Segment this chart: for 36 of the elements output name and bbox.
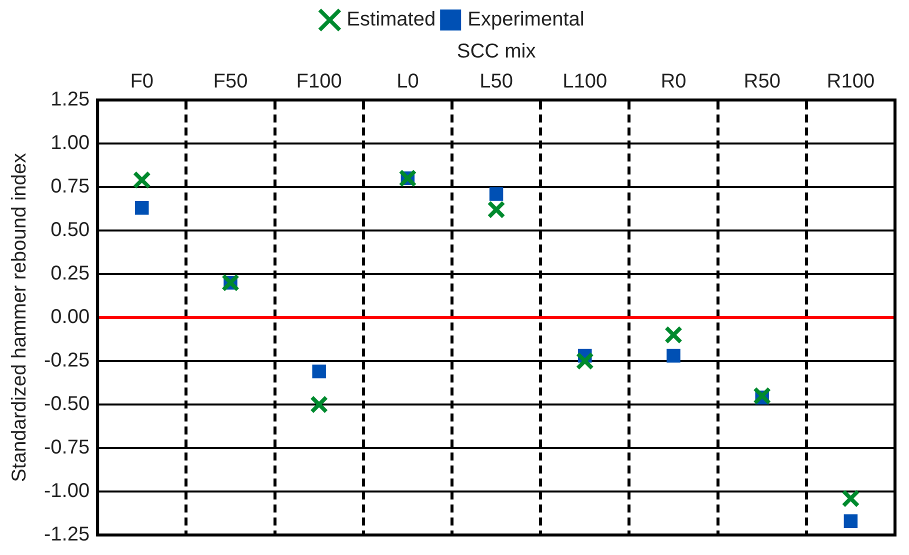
point: [844, 514, 858, 528]
y-tick-label: 0.75: [50, 176, 90, 198]
point: [489, 187, 504, 201]
point: [842, 489, 860, 508]
point: [753, 386, 772, 405]
y-tick-label: 0.00: [50, 306, 90, 328]
y-tick-label: -0.50: [44, 393, 90, 416]
x-tick-label: F100: [296, 70, 342, 93]
y-tick-label: -0.25: [44, 350, 90, 372]
y-tick-label: -1.25: [44, 524, 90, 546]
y-tick-label: 1.25: [50, 88, 90, 111]
y-tick-label: -0.75: [44, 436, 90, 459]
x-tick-label: L50: [480, 70, 513, 93]
point: [576, 352, 594, 370]
y-tick-label: 0.50: [50, 219, 90, 242]
x-tick-label: F50: [213, 70, 248, 93]
x-tick-label: R50: [744, 70, 780, 93]
point: [666, 348, 680, 363]
x-tick-label: L100: [562, 70, 608, 93]
y-tick-label: 0.25: [50, 262, 90, 285]
legend-label: Experimental: [468, 8, 584, 31]
x-tick-label: R0: [660, 70, 686, 93]
x-axis-title: SCC mix: [456, 40, 536, 63]
point: [135, 201, 149, 215]
point: [487, 200, 506, 219]
x-tick-label: L0: [396, 70, 419, 93]
point: [132, 170, 151, 190]
point: [664, 326, 683, 344]
x-tick-label: R100: [826, 70, 875, 93]
y-axis-title: Standardized hammer rebound index: [8, 152, 31, 482]
y-tick-label: -1.00: [44, 480, 90, 502]
y-tick-label: 1.00: [50, 132, 90, 154]
point: [312, 364, 326, 378]
legend-label: Estimated: [346, 8, 436, 31]
x-tick-label: F0: [130, 70, 154, 93]
point: [310, 395, 328, 414]
